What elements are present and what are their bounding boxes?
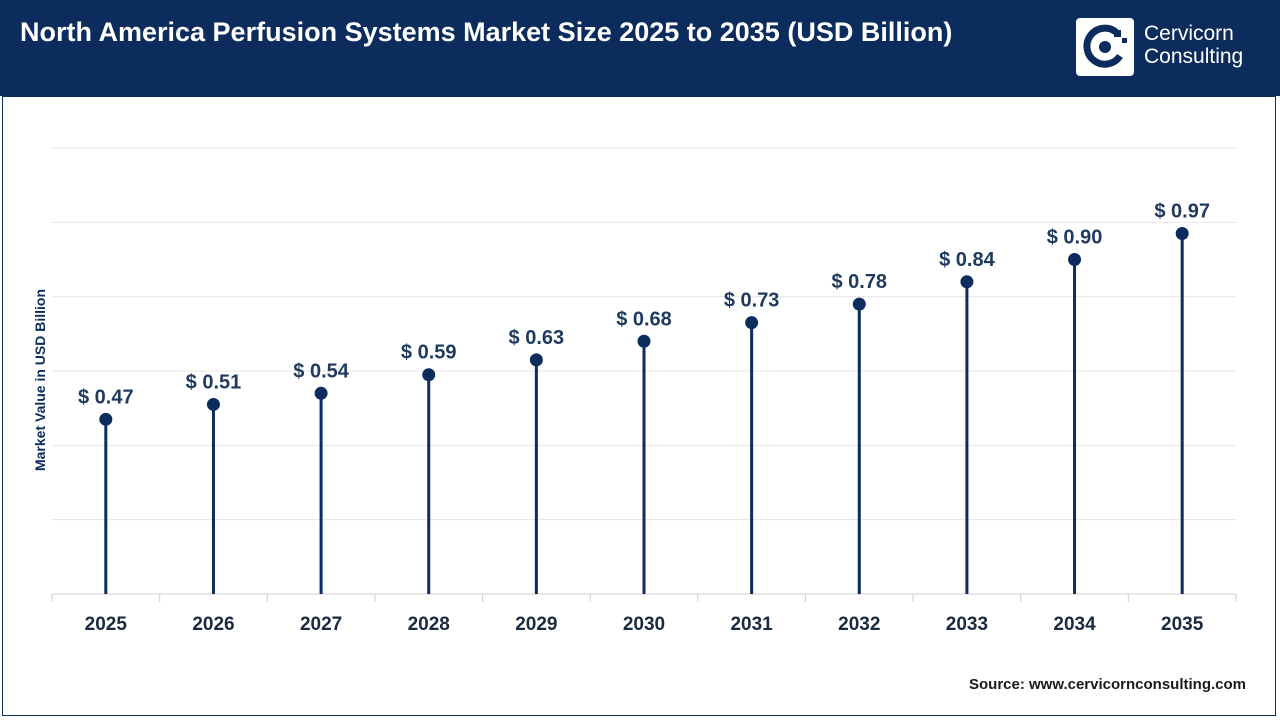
source-note: Source: www.cervicornconsulting.com [968, 676, 1246, 693]
lollipop-marker [529, 353, 543, 367]
data-label: $ 0.59 [401, 342, 457, 364]
x-tick-label: 2029 [515, 614, 557, 635]
x-tick-label: 2034 [1053, 614, 1096, 635]
x-tick-label: 2035 [1161, 614, 1204, 635]
brand-name: Cervicorn Consulting [1144, 22, 1243, 68]
x-tick-label: 2027 [300, 614, 342, 635]
data-label: $ 0.73 [724, 290, 780, 312]
data-marks: $ 0.47 $ 0.51 $ 0.54 $ 0.59 $ 0.63 $ 0.68 $ 0.… [78, 200, 1210, 594]
lollipop-marker [637, 334, 651, 348]
lollipop-marker [422, 368, 436, 382]
data-label: $ 0.51 [186, 371, 242, 393]
cervicorn-logo-icon [1076, 18, 1134, 76]
data-label: $ 0.84 [939, 249, 995, 271]
data-label: $ 0.63 [509, 327, 565, 349]
lollipop-marker [314, 386, 328, 400]
x-tick-label: 2026 [192, 614, 234, 635]
x-tick-label: 2033 [946, 614, 988, 635]
chart-frame [2, 96, 1276, 716]
data-label: $ 0.47 [78, 386, 134, 408]
lollipop-marker [852, 297, 866, 311]
lollipop-marker [99, 412, 113, 426]
x-tick-label: 2030 [623, 614, 665, 635]
data-label: $ 0.78 [831, 271, 887, 293]
lollipop-marker [206, 397, 220, 411]
x-tick-label: 2032 [838, 614, 880, 635]
y-axis-label: Market Value in USD Billion [32, 289, 48, 471]
lollipop-marker [960, 275, 974, 289]
x-tick-label: 2025 [85, 614, 128, 635]
data-label: $ 0.97 [1154, 200, 1210, 222]
lollipop-marker [1068, 253, 1082, 266]
x-tick-label: 2031 [730, 614, 773, 635]
brand-logo: Cervicorn Consulting [1076, 18, 1266, 78]
data-label: $ 0.90 [1047, 227, 1103, 249]
data-label: $ 0.68 [616, 308, 672, 330]
lollipop-marker [1175, 226, 1189, 240]
data-label: $ 0.54 [293, 360, 349, 382]
lollipop-marker [745, 316, 759, 330]
brand-name-line1: Cervicorn [1144, 22, 1234, 45]
x-axis-ticks: 2025 2026 2027 2028 2029 2030 2031 2032 2033 2034… [85, 614, 1204, 635]
header-bar: North America Perfusion Systems Market S… [0, 0, 1280, 96]
chart-title: North America Perfusion Systems Market S… [20, 17, 953, 47]
x-tick-label: 2028 [408, 614, 450, 635]
brand-name-line2: Consulting [1144, 45, 1244, 68]
